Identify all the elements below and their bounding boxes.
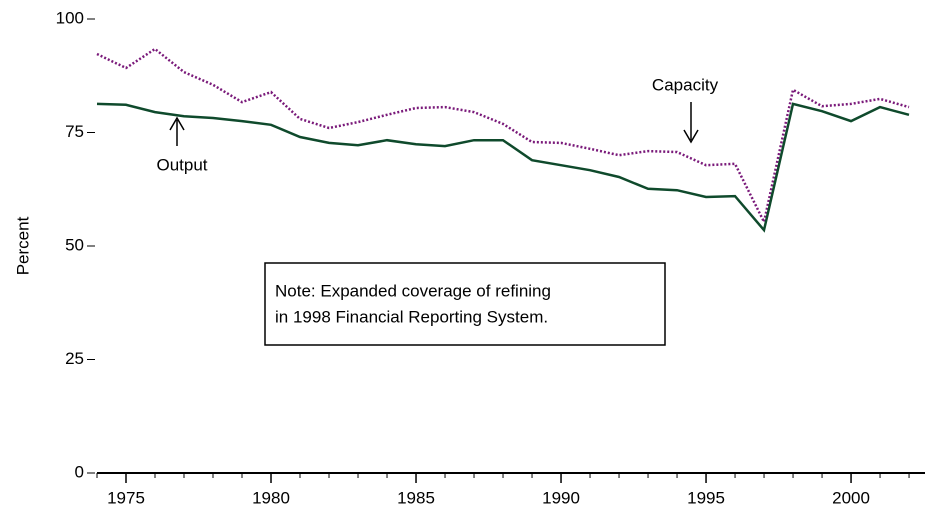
x-tick-label: 1990 [542, 488, 580, 507]
y-tick-label: 0 [75, 462, 84, 481]
capacity-arrowhead [683, 129, 699, 144]
y-axis-label: Percent [13, 216, 32, 275]
output-arrowhead [169, 116, 185, 131]
y-tick-label: 100 [56, 8, 84, 27]
series-line [96, 47, 910, 226]
x-tick-label: 1980 [252, 488, 290, 507]
annotation: Capacity [652, 75, 719, 94]
annotation: Output [156, 155, 207, 174]
x-tick-label: 1975 [107, 488, 145, 507]
y-tick-label: 50 [65, 235, 84, 254]
y-tick-label: 25 [65, 349, 84, 368]
x-tick-label: 1995 [687, 488, 725, 507]
x-tick-label: 2000 [832, 488, 870, 507]
note-line: Note: Expanded coverage of refining [275, 281, 551, 300]
note-line: in 1998 Financial Reporting System. [275, 307, 548, 326]
series-line [96, 102, 910, 233]
y-tick-label: 75 [65, 122, 84, 141]
note-box [264, 262, 666, 346]
x-tick-label: 1985 [397, 488, 435, 507]
